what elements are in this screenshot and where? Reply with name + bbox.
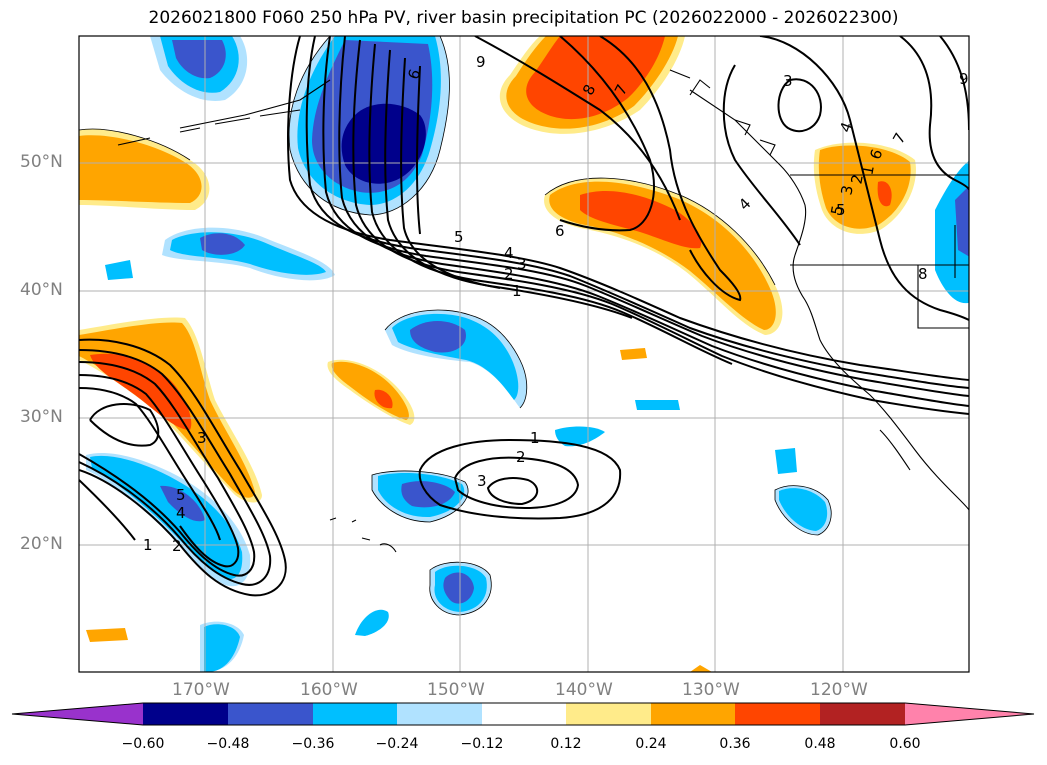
lon-label-130w: 130°W (682, 680, 740, 700)
colorbar-tick: 0.48 (804, 736, 836, 752)
pv-label: 4 (504, 244, 514, 262)
pv-label: 3 (477, 472, 487, 490)
pv-label: 6 (555, 222, 565, 240)
lon-label-150w: 150°W (427, 680, 485, 700)
colorbar-extend-low (12, 703, 143, 725)
coastlines (117, 69, 969, 553)
lon-label-160w: 160°W (300, 680, 358, 700)
pv-label: 5 (176, 486, 186, 504)
pv-label: 8 (918, 265, 928, 283)
gridlines (79, 36, 969, 672)
colorbar-tick: 0.12 (550, 736, 582, 752)
lat-label-20n: 20°N (20, 534, 63, 554)
lon-label-140w: 140°W (555, 680, 613, 700)
colorbar-bin (735, 703, 820, 725)
lat-label-30n: 30°N (20, 407, 63, 427)
colorbar-tick: −0.60 (121, 736, 165, 752)
colorbar-bin (397, 703, 482, 725)
lat-label-40n: 40°N (20, 280, 63, 300)
colorbar-bin (313, 703, 397, 725)
pv-label: 3 (517, 255, 527, 273)
pv-label: 2 (172, 537, 182, 555)
pv-label: 3 (197, 429, 207, 447)
colorbar-bin (143, 703, 228, 725)
pv-label: 3 (837, 184, 856, 197)
pv-label: 9 (959, 70, 969, 88)
colorbar-extend-high (905, 703, 1034, 725)
colorbar-tick: 0.36 (719, 736, 751, 752)
colorbar (11, 702, 1035, 726)
pv-label: 1 (530, 429, 540, 447)
colorbar-bin (228, 703, 313, 725)
pv-label: 1 (512, 282, 522, 300)
colorbar-tick: −0.24 (375, 736, 419, 752)
pv-label: 5 (827, 204, 846, 217)
lon-label-170w: 170°W (172, 680, 230, 700)
lat-label-50n: 50°N (20, 152, 63, 172)
pv-label: 1 (143, 536, 153, 554)
pv-label: 4 (176, 504, 186, 522)
colorbar-bin (651, 703, 735, 725)
colorbar-bin (566, 703, 651, 725)
pv-label: 2 (847, 173, 866, 186)
colorbar-tick: 0.60 (889, 736, 921, 752)
map-title: 2026021800 F060 250 hPa PV, river basin … (148, 8, 899, 28)
colorbar-tick: −0.36 (291, 736, 335, 752)
pv-label: 3 (783, 72, 793, 90)
pv-label: 2 (516, 448, 526, 466)
pv-label: 1 (858, 164, 877, 177)
pv-contours (79, 36, 969, 597)
lon-label-120w: 120°W (810, 680, 868, 700)
pv-label: 2 (504, 265, 514, 283)
pv-label: 5 (454, 228, 464, 246)
colorbar-tick: −0.12 (460, 736, 504, 752)
pv-label: 9 (476, 53, 486, 71)
colorbar-tick: −0.48 (206, 736, 250, 752)
colorbar-bin (482, 703, 566, 725)
colorbar-bin (820, 703, 905, 725)
pv-label: 5 (836, 201, 846, 219)
plot-frame (78, 35, 970, 673)
colorbar-tick: 0.24 (635, 736, 667, 752)
